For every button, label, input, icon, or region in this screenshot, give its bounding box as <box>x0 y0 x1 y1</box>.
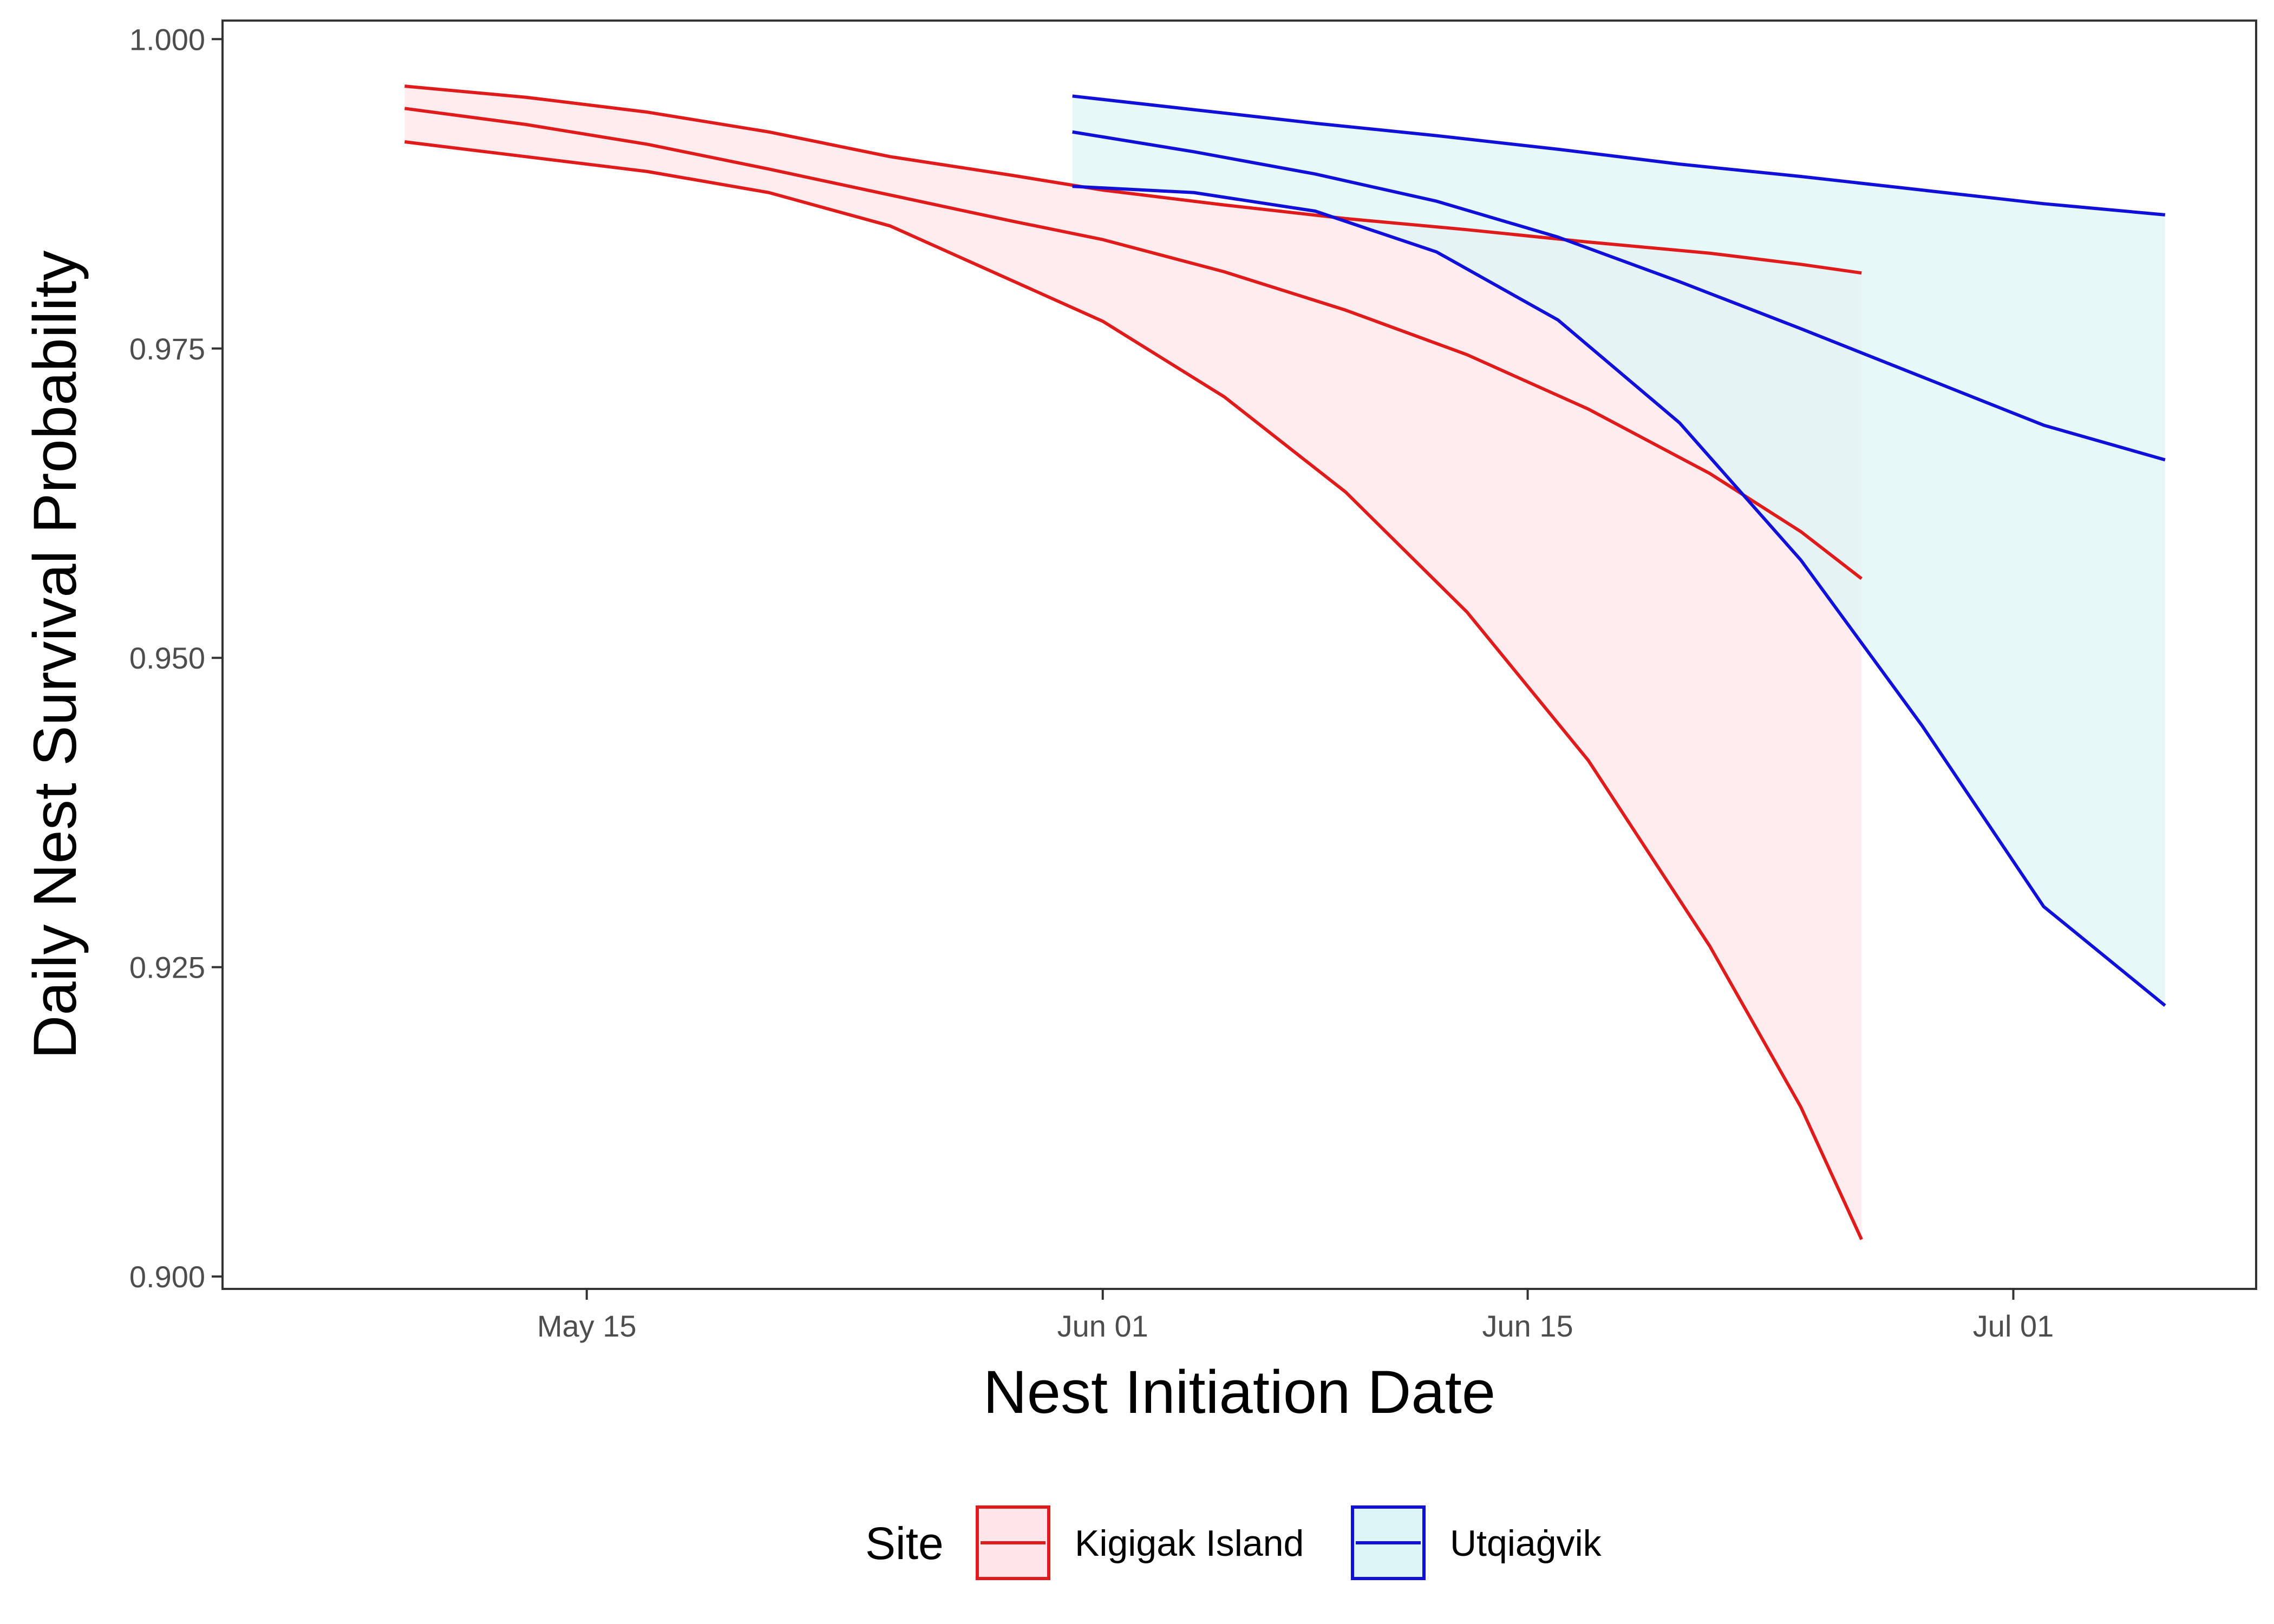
y-tick-label: 0.950 <box>129 641 205 675</box>
y-axis: 0.900 0.925 0.950 0.975 1.000 <box>129 22 223 1294</box>
x-tick-label: Jul 01 <box>1973 1309 2054 1343</box>
x-tick-label: Jun 01 <box>1057 1309 1148 1343</box>
y-tick-label: 0.975 <box>129 332 205 366</box>
panel-border <box>221 19 2257 1290</box>
y-tick-label: 0.925 <box>129 951 205 985</box>
confidence-band <box>1072 96 2165 1006</box>
x-axis-title: Nest Initiation Date <box>983 1358 1495 1426</box>
x-tick-label: Jun 15 <box>1482 1309 1573 1343</box>
legend: Site Kigigak Island Utqiaġvik <box>865 1505 1602 1580</box>
estimate-line <box>404 107 1863 580</box>
y-axis-title: Daily Nest Survival Probability <box>21 251 89 1059</box>
confidence-band <box>404 86 1862 1240</box>
x-tick-label: May 15 <box>537 1309 637 1343</box>
legend-label: Utqiaġvik <box>1450 1523 1602 1564</box>
y-tick-label: 0.900 <box>129 1260 205 1294</box>
series-lines <box>404 84 2166 1240</box>
upper-ci-line <box>404 84 1862 275</box>
legend-title: Site <box>865 1518 944 1569</box>
lower-ci-line <box>1072 185 2166 1007</box>
lower-ci-line <box>404 140 1863 1240</box>
estimate-line <box>1072 130 2166 462</box>
x-axis: May 15 Jun 01 Jun 15 Jul 01 <box>537 1289 2054 1343</box>
upper-ci-line <box>1072 94 2166 217</box>
confidence-bands <box>404 86 2165 1240</box>
y-tick-label: 1.000 <box>129 22 205 56</box>
legend-label: Kigigak Island <box>1075 1523 1304 1564</box>
